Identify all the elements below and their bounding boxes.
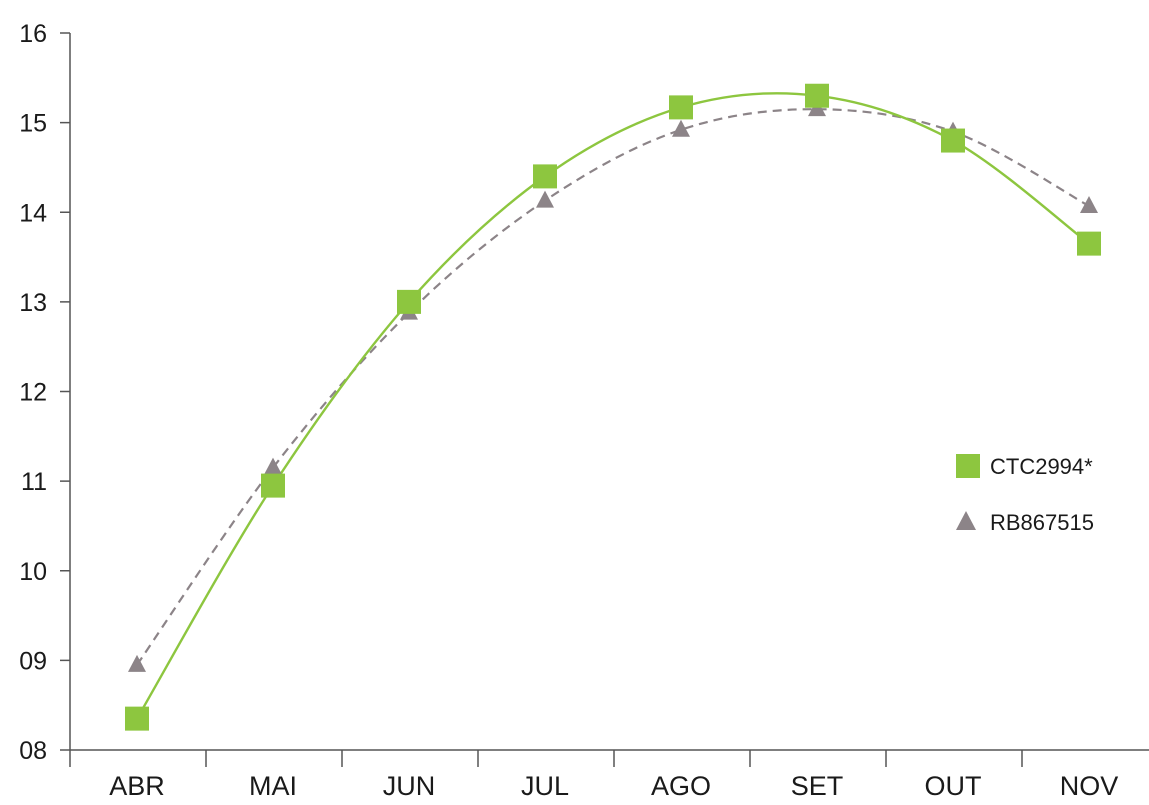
y-tick-label: 13: [19, 289, 47, 317]
x-tick-label: MAI: [249, 771, 297, 801]
y-tick-label: 10: [19, 558, 47, 586]
data-point-triangle: [1080, 195, 1098, 213]
y-tick-label: 08: [19, 737, 47, 765]
series-curves: [135, 92, 1090, 720]
y-tick-label: 09: [19, 647, 47, 675]
y-tick-label: 15: [19, 110, 47, 138]
series-markers: [125, 83, 1101, 731]
x-tick-label: SET: [791, 771, 844, 801]
data-point-square: [533, 164, 557, 189]
y-tick-label: 16: [19, 20, 47, 48]
data-point-square: [805, 83, 829, 108]
data-point-square: [397, 289, 421, 314]
data-point-triangle: [536, 190, 554, 208]
data-point-square: [261, 473, 285, 498]
y-tick-label: 11: [21, 468, 47, 496]
data-point-square: [125, 706, 149, 731]
legend-triangle-icon: [956, 511, 976, 530]
data-point-square: [941, 128, 965, 153]
legend-label: RB867515: [990, 510, 1094, 535]
y-tick-label: 14: [19, 199, 47, 227]
data-point-triangle: [672, 119, 690, 137]
legend: CTC2994* RB867515: [956, 454, 1094, 535]
x-tick-label: OUT: [925, 771, 982, 801]
x-tick-label: JUN: [383, 771, 436, 801]
x-tick-label: NOV: [1060, 771, 1119, 801]
data-point-triangle: [264, 457, 282, 475]
x-tick-label: AGO: [651, 771, 711, 801]
x-tick-label: JUL: [521, 771, 569, 801]
series-line: [136, 108, 1090, 666]
data-point-square: [1077, 231, 1101, 256]
x-tick-label: ABR: [109, 771, 165, 801]
y-tick-label: 12: [19, 379, 47, 407]
legend-label: CTC2994*: [990, 454, 1093, 479]
data-point-triangle: [128, 654, 146, 672]
data-point-square: [669, 95, 693, 120]
legend-square-icon: [956, 454, 980, 478]
series-line: [135, 92, 1090, 720]
axes: 08 09 10 11 12 13 14 15 16 ABR MAI JUN JUL AGO SET OUT N…: [19, 20, 1149, 801]
